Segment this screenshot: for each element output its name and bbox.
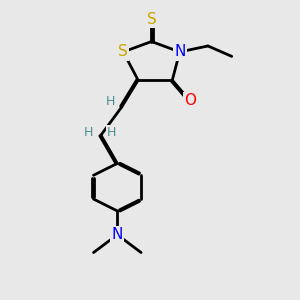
Text: N: N xyxy=(174,44,185,59)
Text: N: N xyxy=(112,227,123,242)
Text: O: O xyxy=(184,94,196,109)
Text: S: S xyxy=(118,44,128,59)
Text: S: S xyxy=(147,12,156,27)
Text: H: H xyxy=(84,126,93,139)
Text: H: H xyxy=(107,126,116,139)
Text: H: H xyxy=(106,95,115,108)
